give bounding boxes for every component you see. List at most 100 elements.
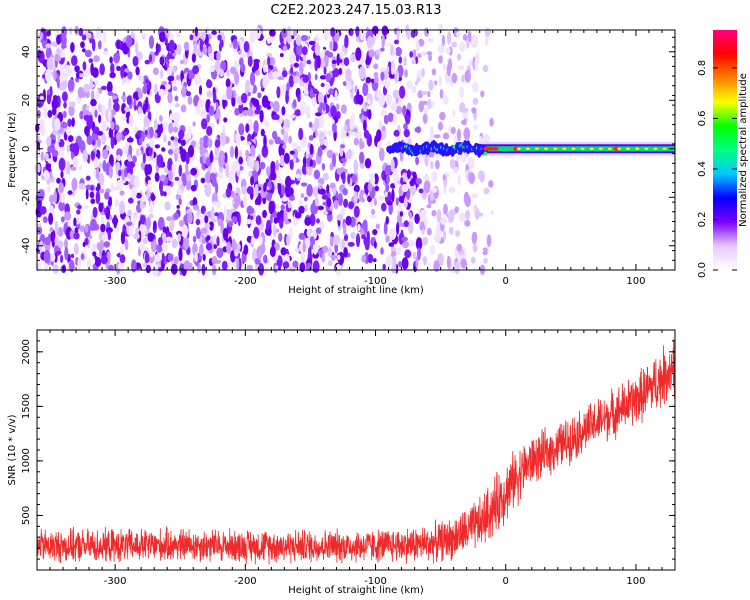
noise-blob (269, 246, 276, 258)
noise-blob (330, 254, 337, 260)
noise-blob (396, 26, 400, 40)
noise-blob (284, 183, 291, 197)
noise-blob (390, 102, 396, 111)
noise-blob (206, 90, 213, 98)
noise-blob (64, 238, 68, 249)
noise-blob (222, 227, 229, 241)
noise-blob (210, 65, 216, 73)
noise-blob (254, 70, 261, 76)
noise-blob (308, 135, 314, 141)
noise-blob (341, 238, 346, 251)
noise-blob (159, 31, 166, 43)
noise-blob (277, 182, 282, 195)
noise-blob (272, 130, 278, 140)
noise-blob (54, 220, 59, 234)
tone-yellow-dot (644, 147, 649, 150)
noise-blob (471, 34, 479, 47)
noise-blob (299, 61, 304, 76)
noise-blob (473, 124, 478, 130)
noise-blob (101, 234, 108, 242)
noise-blob (246, 218, 252, 225)
noise-blob (390, 183, 396, 189)
noise-blob (198, 85, 203, 96)
noise-blob (379, 66, 387, 72)
noise-blob (78, 182, 86, 190)
noise-blob (174, 176, 180, 181)
x-tick-label: 100 (626, 276, 645, 287)
noise-blob (411, 85, 417, 94)
noise-blob (37, 109, 41, 119)
noise-blob (92, 251, 97, 257)
noise-blob (147, 111, 152, 120)
noise-blob (345, 83, 353, 91)
noise-blob (272, 224, 277, 238)
noise-blob (464, 194, 471, 208)
noise-blob (383, 114, 389, 125)
noise-blob (316, 55, 321, 69)
noise-blob (67, 118, 72, 128)
noise-blob (459, 41, 466, 53)
noise-blob (339, 145, 344, 157)
noise-blob (101, 132, 106, 145)
noise-blob (446, 31, 452, 45)
tone-yellow-dot (544, 147, 549, 150)
noise-blob (443, 203, 448, 215)
noise-blob (109, 56, 113, 64)
noise-blob (327, 246, 333, 258)
noise-blob (442, 174, 446, 181)
noise-blob (340, 144, 345, 149)
noise-blob (392, 113, 397, 126)
noise-blob (423, 257, 427, 266)
noise-blob (64, 211, 72, 221)
noise-blob (375, 223, 380, 230)
noise-blob (389, 227, 397, 240)
noise-blob (337, 254, 341, 261)
noise-blob (131, 259, 137, 273)
noise-blob (302, 54, 307, 68)
noise-blob (72, 156, 79, 168)
noise-blob (92, 223, 100, 231)
noise-blob (114, 124, 120, 132)
noise-blob (139, 243, 145, 251)
noise-blob (93, 55, 100, 63)
noise-blob (107, 230, 112, 241)
noise-blob (359, 151, 365, 164)
noise-blob (319, 221, 325, 230)
noise-blob (116, 179, 123, 190)
noise-blob (362, 219, 368, 232)
noise-blob (164, 37, 168, 46)
noise-blob (236, 258, 240, 270)
noise-blob (326, 184, 330, 194)
noise-blob (180, 104, 187, 113)
noise-blob (95, 26, 102, 39)
y-tick-label: 500 (21, 506, 32, 525)
noise-blob (88, 58, 94, 63)
noise-blob (332, 68, 340, 78)
noise-blob (172, 240, 178, 248)
noise-blob (398, 261, 403, 268)
noise-blob (58, 182, 64, 194)
noise-blob (415, 40, 420, 53)
noise-blob (208, 53, 214, 62)
noise-blob (319, 58, 326, 69)
noise-blob (49, 86, 53, 98)
noise-blob (172, 67, 177, 73)
noise-blob (214, 59, 221, 73)
noise-blob (94, 79, 99, 85)
noise-blob (373, 197, 377, 207)
noise-blob (373, 241, 377, 249)
noise-blob (50, 229, 56, 243)
noise-blob (408, 211, 412, 220)
noise-blob (448, 125, 452, 133)
snr-panel: -300 -200 -100 0 100 500 1000 1500 2000 Height o… (7, 329, 676, 596)
noise-blob (274, 265, 279, 270)
noise-blob (361, 108, 364, 116)
noise-blob (443, 95, 449, 105)
noise-blob (415, 178, 422, 185)
noise-blob (243, 41, 250, 53)
noise-blob (98, 172, 105, 186)
noise-blob (448, 226, 454, 235)
noise-blob (359, 265, 364, 273)
noise-blob (93, 156, 99, 168)
noise-blob (105, 227, 113, 234)
